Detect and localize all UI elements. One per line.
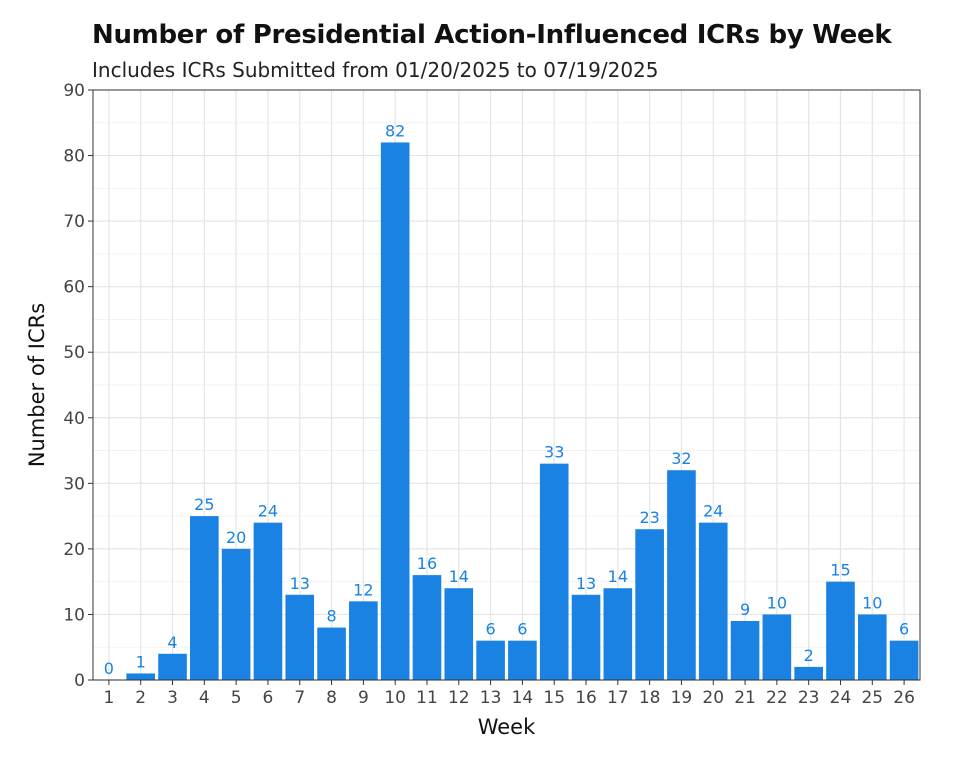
x-tick-label: 7 xyxy=(294,688,305,708)
bar-value-label: 13 xyxy=(576,574,596,593)
bar-value-label: 20 xyxy=(226,528,246,547)
bar xyxy=(857,614,887,680)
x-tick-label: 19 xyxy=(671,688,693,708)
y-tick-label: 20 xyxy=(63,540,85,560)
bar xyxy=(635,529,664,680)
x-tick-label: 24 xyxy=(830,688,852,708)
y-tick-label: 30 xyxy=(63,474,85,494)
bar xyxy=(889,640,919,680)
bar xyxy=(571,594,601,680)
chart-title: Number of Presidential Action-Influenced… xyxy=(92,20,892,50)
bar xyxy=(126,673,156,680)
bar-value-label: 82 xyxy=(385,121,405,140)
x-tick-label: 8 xyxy=(326,688,337,708)
bar-value-label: 25 xyxy=(194,495,214,514)
bar xyxy=(476,640,505,680)
y-axis-title: Number of ICRs xyxy=(25,303,49,467)
bar xyxy=(667,470,696,680)
x-tick-label: 5 xyxy=(231,688,242,708)
bar xyxy=(794,666,823,680)
bar-value-label: 15 xyxy=(830,561,850,580)
bar xyxy=(508,640,537,680)
bar xyxy=(158,653,187,680)
y-tick-label: 50 xyxy=(63,343,85,363)
bar-value-label: 10 xyxy=(862,593,882,612)
bar-value-label: 9 xyxy=(740,600,750,619)
x-tick-label: 18 xyxy=(639,688,661,708)
bar xyxy=(380,142,410,680)
y-tick-label: 10 xyxy=(63,605,85,625)
x-tick-label: 22 xyxy=(766,688,788,708)
x-tick-label: 12 xyxy=(448,688,470,708)
x-tick-label: 11 xyxy=(416,688,438,708)
x-axis-title: Week xyxy=(478,715,536,739)
bar-value-label: 14 xyxy=(608,567,628,586)
y-tick-label: 80 xyxy=(63,147,85,167)
bar xyxy=(698,522,728,680)
bar-value-label: 1 xyxy=(136,652,146,671)
plot-panel-border xyxy=(92,89,921,681)
bar-value-label: 24 xyxy=(258,502,278,521)
bar xyxy=(412,575,442,680)
bar-value-label: 4 xyxy=(167,633,177,652)
bar-value-label: 13 xyxy=(290,574,310,593)
bar xyxy=(762,614,792,680)
bar xyxy=(444,588,474,680)
bar-value-label: 12 xyxy=(353,580,373,599)
bar-value-label: 24 xyxy=(703,502,723,521)
bars xyxy=(126,142,919,680)
bar-value-label: 8 xyxy=(326,607,336,626)
x-tick-label: 17 xyxy=(607,688,629,708)
bar-value-label: 10 xyxy=(767,593,787,612)
bar-value-label: 23 xyxy=(639,508,659,527)
y-tick-label: 0 xyxy=(74,671,85,691)
x-tick-label: 15 xyxy=(543,688,565,708)
x-axis-ticks: 1 2 3 4 5 6 7 8 9 10 11 12 13 14 15 16 17 18 19 20 21 22 23 24 2… xyxy=(103,680,915,708)
bar xyxy=(826,581,855,680)
bar-value-label: 16 xyxy=(417,554,437,573)
bar-value-label: 33 xyxy=(544,443,564,462)
bar xyxy=(285,594,315,680)
x-tick-label: 1 xyxy=(103,688,114,708)
bar xyxy=(603,588,633,680)
bar-value-label: 6 xyxy=(517,620,527,639)
x-tick-label: 9 xyxy=(358,688,369,708)
y-tick-label: 60 xyxy=(63,278,85,298)
x-tick-label: 23 xyxy=(798,688,820,708)
bar-value-label: 0 xyxy=(104,659,114,678)
x-tick-label: 16 xyxy=(575,688,597,708)
bar xyxy=(539,463,569,680)
x-tick-label: 13 xyxy=(480,688,502,708)
y-axis-ticks: 0 10 20 30 40 50 60 70 80 90 xyxy=(63,81,93,691)
bar-value-label: 14 xyxy=(449,567,469,586)
x-tick-label: 26 xyxy=(893,688,915,708)
bar-value-label: 6 xyxy=(486,620,496,639)
bar xyxy=(730,621,760,680)
bar xyxy=(190,516,219,680)
bar-value-label: 2 xyxy=(804,646,814,665)
x-tick-label: 2 xyxy=(135,688,146,708)
x-tick-label: 4 xyxy=(199,688,210,708)
y-tick-label: 40 xyxy=(63,409,85,429)
y-tick-label: 90 xyxy=(63,81,85,101)
x-tick-label: 3 xyxy=(167,688,178,708)
bar xyxy=(253,522,283,680)
x-tick-label: 14 xyxy=(512,688,534,708)
x-tick-label: 21 xyxy=(734,688,756,708)
x-tick-label: 20 xyxy=(702,688,724,708)
y-tick-label: 70 xyxy=(63,212,85,232)
bar-value-label: 6 xyxy=(899,620,909,639)
bar xyxy=(317,627,346,680)
bar xyxy=(349,601,378,680)
bar-value-label: 32 xyxy=(671,449,691,468)
chart-subtitle: Includes ICRs Submitted from 01/20/2025 … xyxy=(92,58,659,82)
x-tick-label: 25 xyxy=(861,688,883,708)
x-tick-label: 6 xyxy=(263,688,274,708)
bar xyxy=(221,548,251,680)
x-tick-label: 10 xyxy=(384,688,406,708)
